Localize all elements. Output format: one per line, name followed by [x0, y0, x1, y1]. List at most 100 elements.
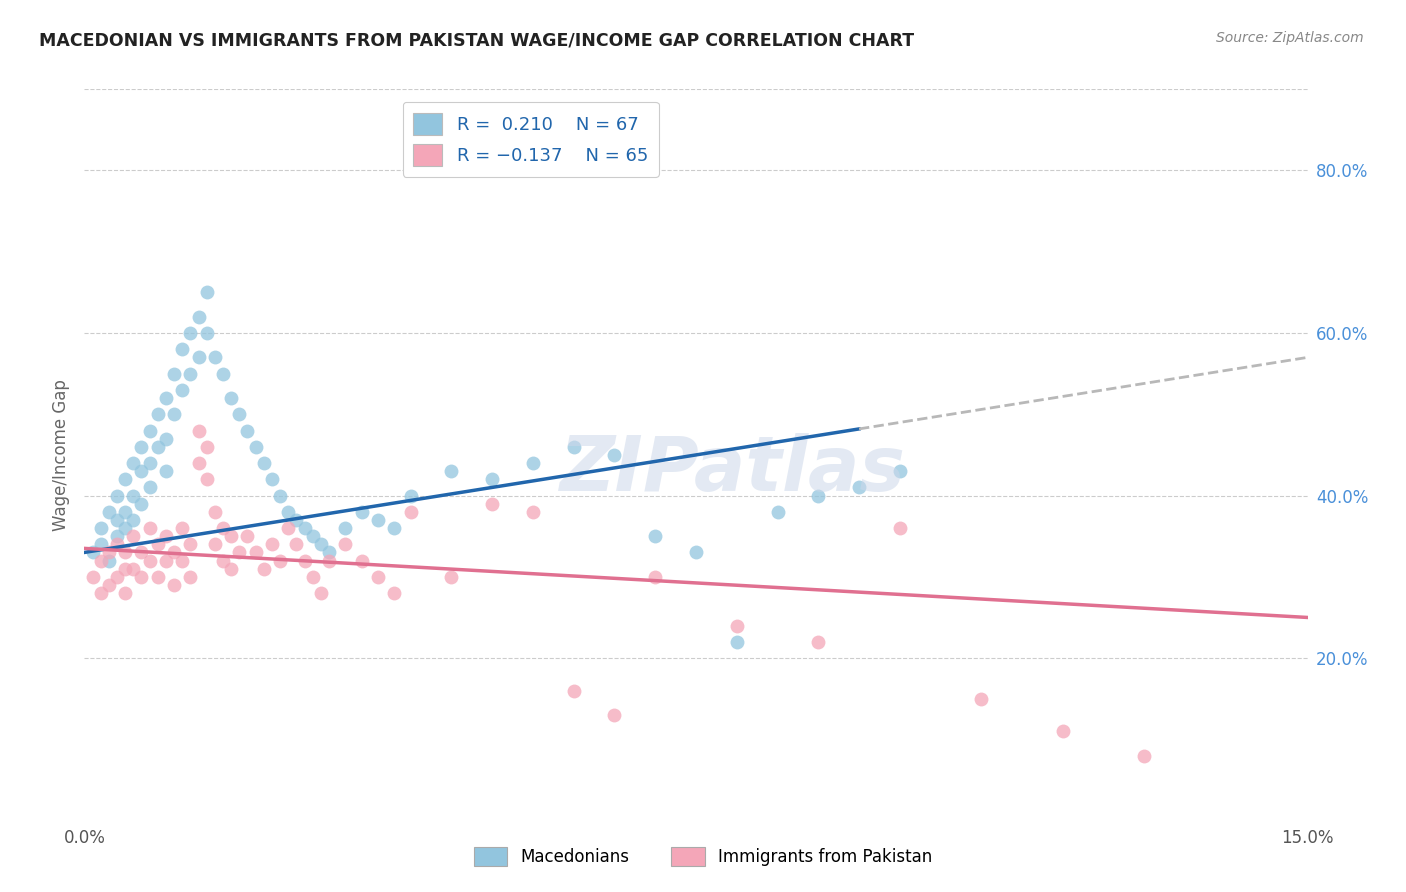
Point — [138, 456, 160, 470]
Point — [187, 351, 209, 365]
Point — [82, 545, 104, 559]
Point — [294, 521, 316, 535]
Point — [146, 407, 169, 421]
Point — [350, 553, 373, 567]
Point — [204, 537, 226, 551]
Point — [204, 505, 226, 519]
Point — [562, 683, 585, 698]
Point — [970, 691, 993, 706]
Point — [269, 489, 291, 503]
Point — [195, 472, 218, 486]
Point — [644, 529, 666, 543]
Point — [685, 545, 707, 559]
Point — [335, 521, 357, 535]
Point — [603, 708, 626, 723]
Point — [277, 505, 299, 519]
Point — [481, 497, 503, 511]
Point — [138, 480, 160, 494]
Point — [367, 513, 389, 527]
Point — [82, 570, 104, 584]
Point — [219, 562, 242, 576]
Point — [114, 472, 136, 486]
Text: Source: ZipAtlas.com: Source: ZipAtlas.com — [1216, 31, 1364, 45]
Point — [212, 521, 235, 535]
Point — [309, 586, 332, 600]
Point — [179, 570, 201, 584]
Point — [122, 529, 145, 543]
Point — [163, 407, 186, 421]
Point — [766, 505, 789, 519]
Point — [212, 367, 235, 381]
Point — [90, 553, 112, 567]
Point — [522, 505, 544, 519]
Point — [105, 489, 128, 503]
Point — [245, 545, 267, 559]
Point — [179, 367, 201, 381]
Point — [1133, 748, 1156, 763]
Point — [187, 424, 209, 438]
Point — [212, 553, 235, 567]
Point — [105, 529, 128, 543]
Point — [285, 537, 308, 551]
Point — [269, 553, 291, 567]
Point — [848, 480, 870, 494]
Point — [644, 570, 666, 584]
Point — [318, 545, 340, 559]
Text: MACEDONIAN VS IMMIGRANTS FROM PAKISTAN WAGE/INCOME GAP CORRELATION CHART: MACEDONIAN VS IMMIGRANTS FROM PAKISTAN W… — [39, 31, 914, 49]
Point — [131, 464, 153, 478]
Point — [131, 570, 153, 584]
Point — [285, 513, 308, 527]
Point — [367, 570, 389, 584]
Point — [114, 545, 136, 559]
Point — [219, 529, 242, 543]
Point — [146, 570, 169, 584]
Point — [382, 586, 405, 600]
Point — [481, 472, 503, 486]
Point — [163, 367, 186, 381]
Point — [294, 553, 316, 567]
Point — [245, 440, 267, 454]
Point — [163, 545, 186, 559]
Text: ZIPatlas: ZIPatlas — [560, 433, 905, 507]
Point — [522, 456, 544, 470]
Point — [253, 562, 276, 576]
Point — [155, 391, 177, 405]
Point — [90, 521, 112, 535]
Point — [122, 489, 145, 503]
Point — [318, 553, 340, 567]
Point — [146, 440, 169, 454]
Point — [335, 537, 357, 551]
Point — [97, 578, 120, 592]
Point — [195, 326, 218, 340]
Point — [138, 424, 160, 438]
Point — [105, 537, 128, 551]
Point — [236, 424, 259, 438]
Point — [399, 489, 422, 503]
Point — [179, 537, 201, 551]
Point — [172, 521, 194, 535]
Point — [187, 456, 209, 470]
Point — [807, 635, 830, 649]
Point — [253, 456, 276, 470]
Point — [97, 505, 120, 519]
Point — [562, 440, 585, 454]
Point — [889, 521, 911, 535]
Point — [228, 407, 250, 421]
Point — [236, 529, 259, 543]
Point — [440, 464, 463, 478]
Point — [155, 529, 177, 543]
Point — [204, 351, 226, 365]
Point — [172, 383, 194, 397]
Point — [179, 326, 201, 340]
Point — [90, 537, 112, 551]
Point — [155, 553, 177, 567]
Legend: R =  0.210    N = 67, R = −0.137    N = 65: R = 0.210 N = 67, R = −0.137 N = 65 — [402, 102, 659, 177]
Point — [260, 472, 283, 486]
Point — [399, 505, 422, 519]
Point — [440, 570, 463, 584]
Point — [155, 464, 177, 478]
Point — [155, 432, 177, 446]
Y-axis label: Wage/Income Gap: Wage/Income Gap — [52, 379, 70, 531]
Point — [382, 521, 405, 535]
Point — [114, 562, 136, 576]
